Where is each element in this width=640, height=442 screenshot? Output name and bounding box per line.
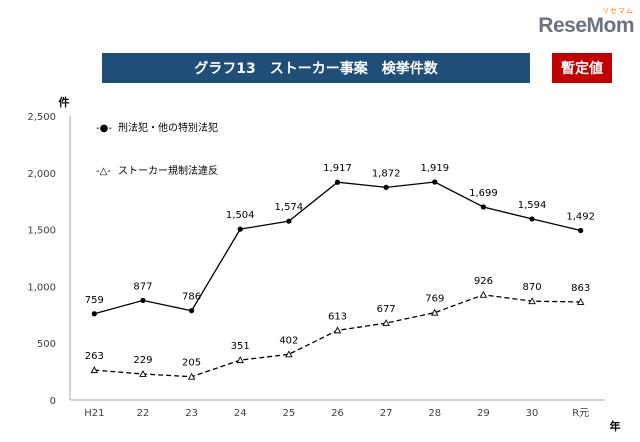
x-tick-label: 26	[331, 408, 344, 419]
data-label: 1,574	[275, 202, 304, 213]
data-label: 877	[133, 281, 152, 292]
data-point	[236, 356, 244, 364]
x-axis-label: 年	[610, 419, 621, 433]
x-tick-label: 25	[282, 408, 295, 419]
legend-label: ストーカー規制法違反	[118, 164, 218, 177]
data-point	[383, 184, 389, 190]
data-label: 863	[571, 283, 590, 294]
data-point	[188, 308, 195, 314]
data-point	[237, 226, 243, 232]
data-point	[187, 372, 196, 380]
legend-marker: -●-	[96, 123, 112, 134]
x-tick-label: 24	[234, 408, 247, 419]
data-label: 205	[182, 358, 201, 369]
data-point	[480, 204, 487, 210]
data-point	[139, 370, 147, 377]
data-label: 926	[474, 276, 493, 287]
data-point	[529, 216, 535, 222]
data-label: 1,492	[566, 212, 595, 223]
y-tick-label: 1,500	[27, 226, 56, 237]
data-label: 351	[231, 341, 250, 352]
y-tick-label: 1,000	[27, 282, 56, 293]
y-tick-label: 500	[37, 339, 56, 350]
data-label: 870	[522, 282, 541, 293]
data-point	[382, 319, 390, 327]
y-tick-label: 2,500	[27, 112, 56, 123]
data-label: 1,917	[323, 163, 352, 174]
x-tick-label: H21	[84, 408, 104, 419]
data-label: 1,919	[420, 163, 449, 174]
data-label: 1,872	[372, 168, 401, 179]
y-axis-label: 件	[59, 95, 70, 109]
data-label: 759	[85, 295, 104, 306]
legend-marker: -△-	[96, 166, 111, 177]
y-tick-label: 0	[50, 396, 56, 407]
data-label: 229	[133, 355, 152, 366]
x-tick-label: R元	[572, 408, 589, 419]
x-tick-label: 22	[137, 408, 150, 419]
x-tick-label: 28	[428, 408, 441, 419]
data-point	[286, 218, 292, 224]
data-point	[90, 366, 99, 374]
data-label: 677	[377, 304, 396, 315]
data-label: 1,504	[226, 210, 255, 221]
data-point	[431, 308, 439, 316]
data-point	[334, 179, 341, 185]
data-point	[578, 227, 584, 234]
data-label: 1,699	[469, 188, 498, 199]
series-line-1	[94, 181, 581, 315]
y-tick-label: 2,000	[27, 169, 56, 180]
data-point	[528, 297, 536, 305]
data-point	[479, 290, 488, 298]
data-point	[285, 350, 293, 358]
data-point	[333, 326, 342, 334]
data-label: 402	[279, 335, 298, 346]
data-point	[432, 179, 438, 185]
provisional-badge: 暫定値	[552, 53, 612, 83]
brand-subtitle: リセマム	[602, 8, 634, 15]
data-label: 613	[328, 311, 347, 322]
data-label: 769	[425, 294, 444, 305]
x-tick-label: 23	[185, 408, 198, 419]
data-label: 1,594	[518, 200, 547, 211]
series-line-2	[94, 294, 581, 378]
x-tick-label: 29	[477, 408, 490, 419]
brand-logo: リセマム ReseMom	[526, 6, 634, 38]
x-tick-label: 30	[526, 408, 539, 419]
brand-name: ReseMom	[538, 14, 634, 37]
x-tick-label: 27	[380, 408, 393, 419]
legend-label: 刑法犯・他の特別法犯	[118, 121, 218, 134]
chart-title: グラフ13 ストーカー事案 検挙件数	[102, 53, 530, 83]
data-point	[576, 298, 585, 305]
data-label: 263	[85, 351, 104, 362]
data-label: 786	[182, 292, 201, 303]
data-point	[91, 311, 97, 317]
data-point	[140, 297, 146, 303]
